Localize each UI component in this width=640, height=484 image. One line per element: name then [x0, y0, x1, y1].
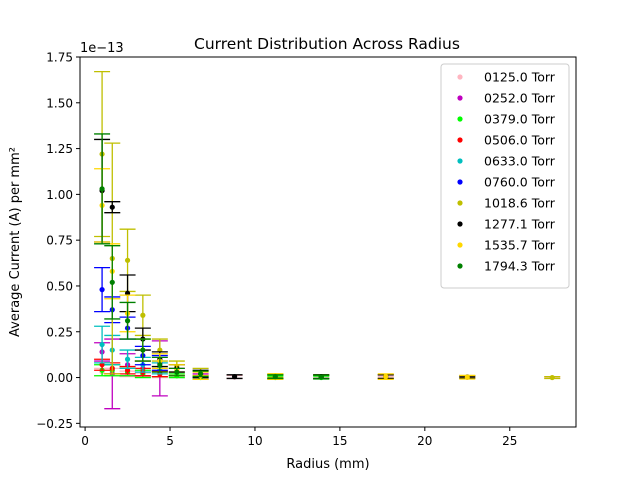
data-point	[109, 279, 115, 285]
legend-label: 0506.0 Torr	[484, 133, 556, 148]
data-points	[94, 71, 561, 410]
legend-marker	[457, 158, 463, 164]
data-point	[157, 362, 163, 368]
data-point	[99, 186, 105, 192]
x-tick-label: 10	[247, 434, 262, 448]
legend-box	[440, 63, 570, 289]
legend-label: 0379.0 Torr	[484, 112, 556, 127]
series-1794-3-torr	[94, 133, 330, 380]
x-tick-label: 15	[332, 434, 347, 448]
plot-frame	[79, 56, 577, 428]
data-point	[549, 374, 555, 381]
data-point	[124, 318, 131, 324]
legend-marker	[457, 242, 463, 248]
y-tick-label: 0.25	[46, 325, 73, 339]
legend-label: 1794.3 Torr	[484, 259, 556, 274]
y-tick-label: 0.75	[46, 234, 73, 248]
data-point	[174, 369, 180, 375]
y-tick-label: 1.75	[46, 51, 73, 65]
data-point	[109, 204, 115, 210]
legend-marker	[457, 137, 463, 143]
legend-label: 1018.6 Torr	[484, 196, 556, 211]
data-point	[124, 356, 131, 362]
x-axis-label: Radius (mm)	[286, 457, 369, 472]
legend-label: 1535.7 Torr	[484, 238, 556, 253]
legend-marker	[457, 221, 463, 227]
data-point	[99, 341, 105, 348]
data-point	[99, 287, 105, 293]
legend-label: 1277.1 Torr	[484, 217, 556, 232]
data-point	[198, 371, 204, 377]
x-tick-label: 25	[502, 434, 517, 448]
y-tick-label: 1.00	[46, 188, 73, 202]
data-point	[140, 312, 146, 318]
y-tick-label: −0.25	[36, 417, 73, 431]
data-point	[140, 347, 146, 353]
data-point	[464, 374, 470, 380]
y-tick-label: 1.25	[46, 142, 73, 156]
legend-label: 0125.0 Torr	[484, 70, 556, 85]
y-axis-label: Average Current (A) per mm²	[8, 147, 23, 337]
legend-marker	[457, 179, 463, 185]
data-point	[383, 374, 389, 380]
legend-marker	[457, 95, 463, 101]
data-point	[124, 257, 131, 263]
legend: 0125.0 Torr 0252.0 Torr 0379.0 Torr 0506.0 …	[440, 63, 570, 289]
x-tick-label: 5	[166, 434, 174, 448]
legend-marker	[457, 200, 463, 206]
legend-marker	[457, 116, 463, 122]
chart-title: Current Distribution Across Radius	[194, 35, 460, 53]
data-point	[318, 374, 324, 380]
x-tick-label: 0	[81, 434, 89, 448]
legend-label: 0760.0 Torr	[484, 175, 556, 190]
legend-marker	[457, 263, 463, 269]
legend-label: 0633.0 Torr	[484, 154, 556, 169]
y-offset-label: 1e−13	[80, 41, 124, 56]
legend-label: 0252.0 Torr	[484, 91, 556, 106]
data-point	[272, 374, 278, 380]
data-point	[231, 374, 238, 380]
y-tick-label: 1.50	[46, 96, 73, 110]
y-tick-label: 0.00	[46, 371, 73, 385]
x-tick-label: 20	[417, 434, 432, 448]
legend-marker	[457, 74, 463, 80]
axes: 0 5 10 15 20 25 −0.25 0.00 0.25 0.50 0.75 1.00 1.25 1…	[36, 51, 517, 449]
y-tick-label: 0.50	[46, 279, 73, 293]
